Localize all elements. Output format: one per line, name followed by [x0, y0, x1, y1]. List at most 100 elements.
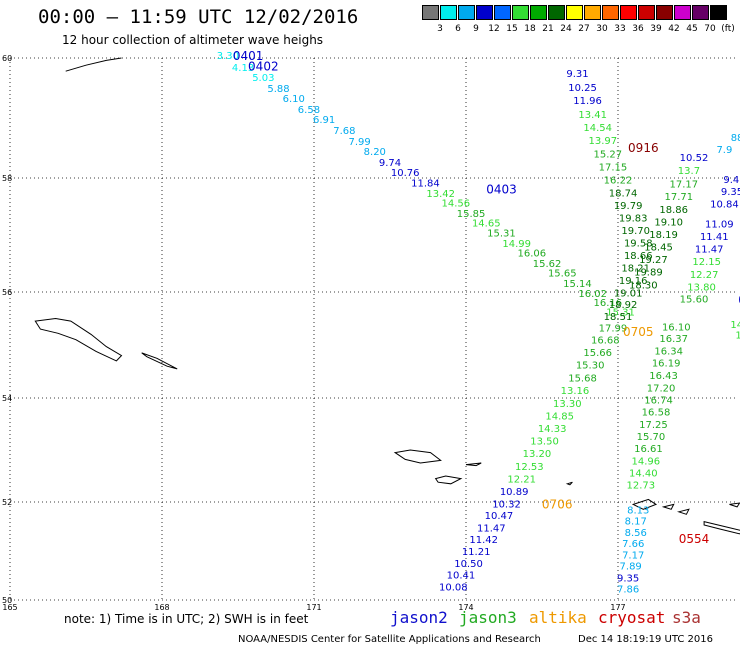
island-semichi	[465, 462, 482, 467]
swh-value: 13.80	[687, 282, 716, 293]
legend-swatch	[692, 5, 709, 20]
swh-value: 17.99	[599, 324, 628, 335]
lon-tick-label: 171	[306, 603, 321, 612]
island-attu	[393, 449, 442, 464]
pass-time-labels: 040104020403091607050706055404005055	[233, 49, 740, 546]
swh-value: 15.31	[487, 229, 516, 240]
swh-value: 10.89	[500, 487, 529, 498]
legend-swatch	[458, 5, 475, 20]
swh-value: 7.89	[620, 562, 642, 573]
swh-value: 7.66	[622, 539, 644, 550]
swh-value: 16.58	[642, 408, 671, 419]
swh-value: 19.10	[654, 217, 683, 228]
swh-value: 11.84	[411, 179, 440, 190]
swh-value: 11.96	[573, 96, 602, 107]
island-kiska	[631, 498, 658, 510]
swh-value: 10.50	[454, 559, 483, 570]
swh-value: 88	[731, 133, 740, 144]
swh-values: 3.304.135.035.886.106.586.917.687.998.20…	[217, 51, 740, 596]
swh-value: 11.47	[477, 523, 506, 534]
swh-value: 9.31	[566, 69, 588, 80]
legend-swatch	[710, 5, 727, 20]
swh-value: 15.60	[680, 294, 709, 305]
swh-value: 16.74	[644, 396, 673, 407]
swh-value: 17.25	[639, 420, 668, 431]
swh-value: 6.91	[313, 115, 335, 126]
legend-swatch	[548, 5, 565, 20]
axis-labels: 165 168 171 174 177 60 58 56 54 52 50	[2, 54, 626, 612]
swh-value: 15.27	[594, 149, 623, 160]
swh-value: 5.03	[252, 73, 274, 84]
swh-value: 18.74	[609, 188, 638, 199]
swh-value: 14.85	[545, 412, 574, 423]
swh-value: 16.22	[604, 176, 633, 187]
lat-tick-label: 58	[2, 174, 12, 183]
swh-value: 8.13	[627, 505, 649, 516]
legend-swatch	[422, 5, 439, 20]
lat-tick-label: 56	[2, 288, 12, 297]
swh-value: 18.86	[659, 205, 688, 216]
swh-value: 9.35	[617, 573, 639, 584]
legend-tick-label: 36	[632, 24, 644, 34]
legend-swatch	[440, 5, 457, 20]
swh-value: 18.66	[624, 251, 653, 262]
pass-time-label: 0401	[233, 49, 264, 63]
swh-value: 10.76	[391, 168, 420, 179]
swh-value: 14.96	[632, 456, 661, 467]
swh-value: 6.10	[283, 94, 305, 105]
legend-tick-label: 70	[704, 24, 716, 34]
swh-value: 9.74	[379, 158, 401, 169]
legend-tick-label: 15	[506, 24, 518, 34]
swh-value: 17.15	[599, 163, 628, 174]
island-buldir	[565, 481, 573, 486]
swh-value: 17.17	[670, 180, 699, 191]
swh-value: 19.79	[614, 201, 643, 212]
swh-value: 10.08	[439, 582, 468, 593]
swh-value: 15.66	[583, 348, 612, 359]
pass-time-label: 0916	[628, 141, 659, 155]
swh-value: 13.50	[530, 437, 559, 448]
swh-value: 8.17	[625, 517, 647, 528]
swh-value: 7.86	[617, 585, 639, 596]
swh-value: 8.20	[364, 147, 386, 158]
swh-value: 15.14	[563, 279, 592, 290]
legend-swatch	[512, 5, 529, 20]
swh-value: 16.37	[659, 334, 688, 345]
legend-swatch	[494, 5, 511, 20]
swh-value: 10.32	[492, 499, 521, 510]
swh-value: 15.62	[533, 259, 562, 270]
island-rat-1	[661, 503, 675, 510]
satellite-name-cryosat: cryosat	[598, 608, 666, 627]
swh-value: 14.65	[472, 218, 501, 229]
swh-value: 19.58	[624, 238, 653, 249]
swh-value: 11.42	[469, 535, 498, 546]
legend-swatch	[602, 5, 619, 20]
legend-swatch	[530, 5, 547, 20]
swh-value: 13.41	[578, 110, 607, 121]
swh-value: 16.02	[578, 289, 607, 300]
swh-value: 10.52	[680, 153, 709, 164]
swh-value: 13.7	[678, 166, 700, 177]
legend-swatch	[566, 5, 583, 20]
island-medny	[141, 352, 178, 370]
swh-value: 16.10	[662, 322, 691, 333]
swh-value: 18.51	[604, 312, 633, 323]
swh-value: 10.84	[710, 200, 739, 211]
pass-time-label: 0402	[248, 59, 279, 73]
satellite-name-jason3: jason3	[459, 608, 517, 627]
swh-value: 13.16	[561, 386, 590, 397]
legend-swatch	[674, 5, 691, 20]
swh-value: 10.25	[568, 83, 597, 94]
lon-tick-label: 168	[154, 603, 169, 612]
swh-value: 9.35	[721, 187, 740, 198]
lat-tick-label: 60	[2, 54, 12, 63]
swh-value: 18.92	[609, 300, 638, 311]
swh-value: 13.20	[523, 449, 552, 460]
swh-value: 10.47	[485, 511, 514, 522]
lat-tick-label: 50	[2, 596, 12, 605]
lon-tick-label: 174	[458, 603, 473, 612]
swh-value: 5.88	[267, 84, 289, 95]
swh-value: 16.61	[634, 444, 663, 455]
swh-value: 15.85	[457, 209, 486, 220]
